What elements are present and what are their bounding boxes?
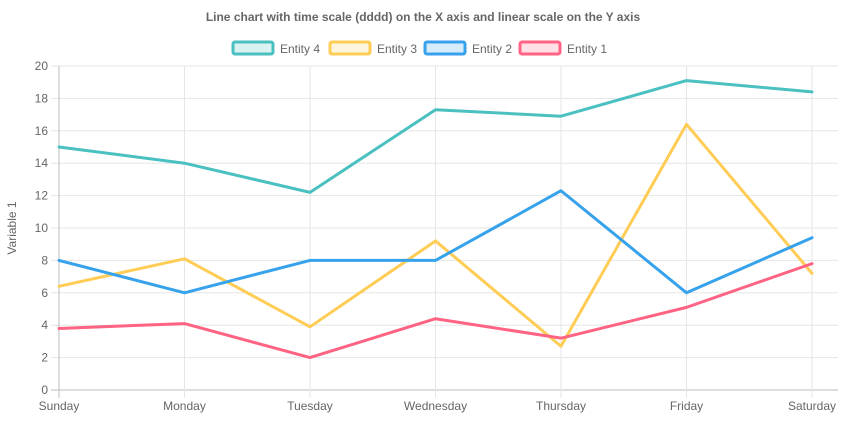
legend-swatch (231, 40, 275, 56)
series-line-entity-2 (57, 189, 814, 295)
x-tick-label: Saturday (788, 399, 836, 413)
legend-swatch (328, 40, 372, 56)
legend-item[interactable]: Entity 2 (423, 40, 512, 56)
series-line-entity-3 (57, 122, 814, 348)
y-axis-label: Variable 1 (5, 201, 19, 254)
x-tick-label: Monday (163, 399, 206, 413)
y-tick-label: 4 (41, 318, 48, 332)
legend-label: Entity 1 (567, 42, 607, 56)
series-line-entity-1 (57, 262, 814, 360)
x-tick-label: Thursday (536, 399, 586, 413)
y-tick-label: 16 (35, 124, 49, 138)
y-tick-label: 18 (35, 91, 49, 105)
y-tick-label: 14 (35, 156, 49, 170)
x-tick-label: Tuesday (287, 399, 333, 413)
series-line-entity-4 (57, 79, 814, 194)
y-tick-label: 6 (41, 286, 48, 300)
y-tick-label: 8 (41, 253, 48, 267)
legend: Entity 4 Entity 3 Entity 2 Entity 1 (231, 40, 607, 56)
y-tick-label: 12 (35, 189, 49, 203)
legend-swatch (423, 40, 467, 56)
legend-swatch (518, 40, 562, 56)
grid (51, 65, 838, 398)
y-tick-label: 20 (35, 59, 49, 73)
y-tick-label: 10 (35, 221, 49, 235)
y-axis-ticks: 0 2 4 6 8 10 12 14 16 18 20 (35, 59, 49, 397)
legend-label: Entity 3 (377, 42, 417, 56)
legend-item[interactable]: Entity 1 (518, 40, 607, 56)
legend-item[interactable]: Entity 3 (328, 40, 417, 56)
x-tick-label: Wednesday (404, 399, 467, 413)
legend-label: Entity 4 (280, 42, 320, 56)
series-lines (57, 79, 814, 360)
legend-item[interactable]: Entity 4 (231, 40, 320, 56)
y-tick-label: 0 (41, 383, 48, 397)
legend-label: Entity 2 (472, 42, 512, 56)
x-tick-label: Friday (670, 399, 703, 413)
chart-title: Line chart with time scale (dddd) on the… (206, 10, 641, 24)
x-axis-ticks: Sunday Monday Tuesday Wednesday Thursday Frid… (39, 399, 836, 413)
y-tick-label: 2 (41, 351, 48, 365)
x-tick-label: Sunday (39, 399, 80, 413)
